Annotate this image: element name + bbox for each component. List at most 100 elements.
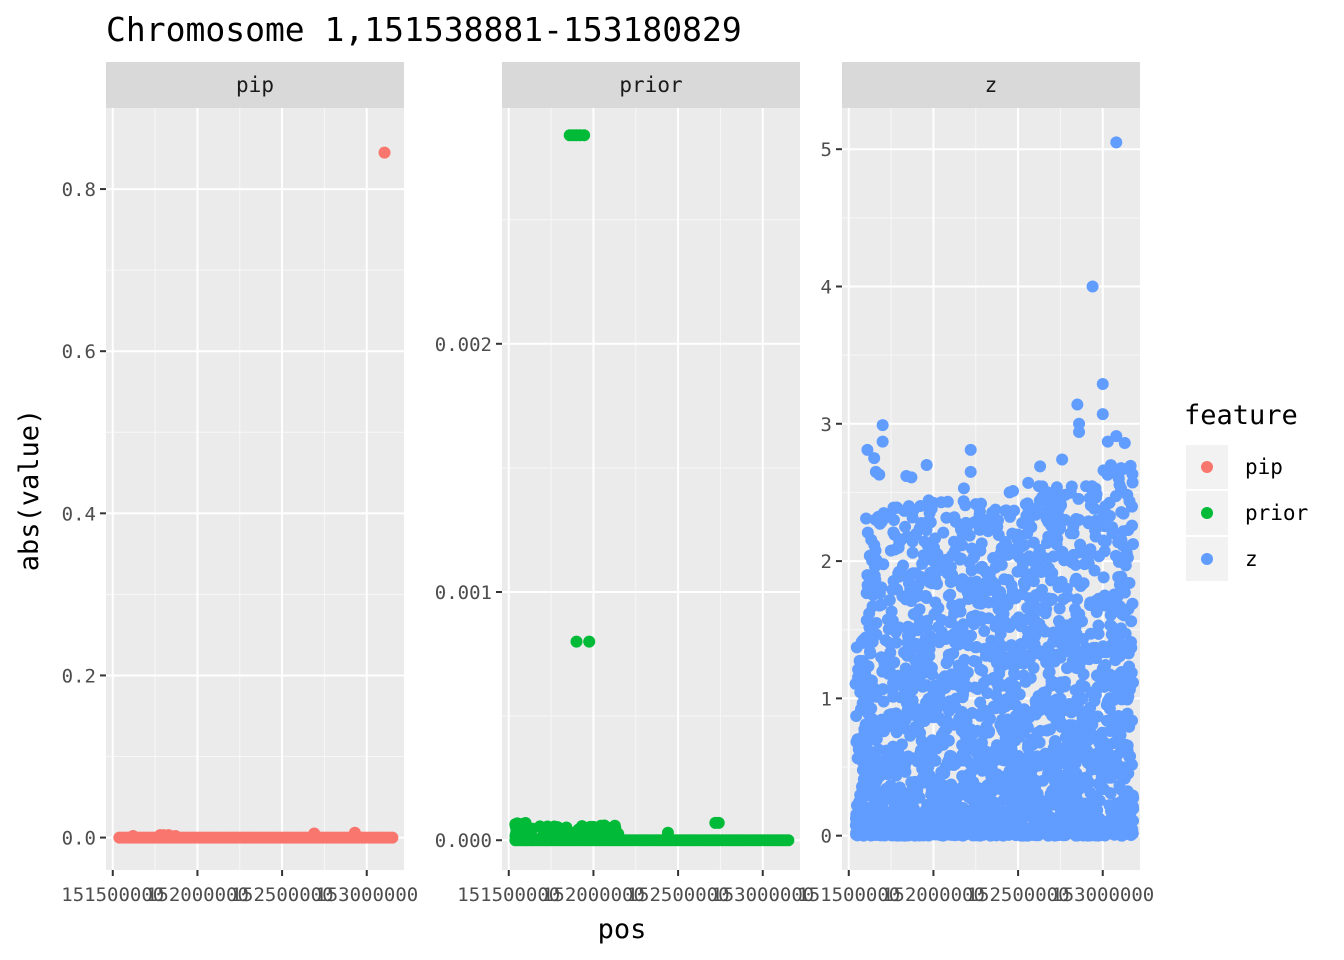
- data-point: [1002, 743, 1015, 756]
- data-point: [969, 609, 982, 622]
- data-point: [1023, 550, 1036, 563]
- data-point: [974, 597, 987, 610]
- data-point: [930, 700, 943, 713]
- data-point: [986, 507, 999, 520]
- data-point: [927, 577, 940, 590]
- data-point: [1044, 723, 1057, 736]
- data-point: [968, 681, 981, 694]
- data-point: [961, 666, 974, 679]
- data-point: [914, 747, 927, 760]
- data-point: [891, 786, 904, 799]
- data-point: [883, 719, 896, 732]
- data-point: [866, 712, 879, 725]
- data-point: [907, 608, 920, 621]
- panel-pip: pip 0.0 0.2 0.4 0.6 0.8 1515000001520000001525…: [61, 62, 418, 906]
- data-point: [959, 499, 972, 512]
- data-point: [956, 814, 969, 827]
- data-point: [1064, 726, 1077, 739]
- data-point: [1041, 819, 1054, 832]
- data-point: [973, 499, 986, 512]
- data-point: [935, 614, 948, 627]
- data-point: [979, 649, 992, 662]
- data-point: [550, 823, 563, 836]
- data-point: [946, 573, 959, 586]
- y-tick-label: 0.8: [62, 179, 96, 201]
- data-point: [929, 754, 942, 767]
- data-point: [974, 696, 987, 709]
- data-point: [1003, 510, 1016, 523]
- data-point: [1066, 617, 1079, 630]
- data-point: [1109, 654, 1122, 667]
- data-point: [1022, 476, 1035, 489]
- data-point: [1071, 593, 1084, 606]
- data-point: [996, 722, 1009, 735]
- data-point: [1042, 530, 1055, 543]
- data-point: [908, 829, 921, 842]
- data-point: [1062, 635, 1075, 648]
- data-point: [1075, 654, 1088, 667]
- data-point: [976, 810, 989, 823]
- data-point: [348, 826, 361, 839]
- data-point: [1055, 720, 1068, 733]
- data-point: [923, 643, 936, 656]
- data-point: [916, 653, 929, 666]
- data-point: [1051, 753, 1064, 766]
- data-point: [941, 714, 954, 727]
- data-point: [1125, 714, 1138, 727]
- data-point: [661, 826, 674, 839]
- data-point: [944, 614, 957, 627]
- data-point: [1031, 726, 1044, 739]
- x-tick-label: 153000000: [711, 884, 814, 906]
- data-point: [933, 636, 946, 649]
- data-point: [1100, 714, 1113, 727]
- data-point: [994, 828, 1007, 841]
- data-point: [1092, 627, 1105, 640]
- data-point: [863, 645, 876, 658]
- data-point: [712, 816, 725, 829]
- data-point: [970, 655, 983, 668]
- data-point: [1031, 817, 1044, 830]
- data-point: [1050, 513, 1063, 526]
- y-tick-label: 3: [821, 414, 832, 436]
- data-point: [874, 812, 887, 825]
- data-point: [889, 815, 902, 828]
- data-point: [1117, 525, 1130, 538]
- data-point: [920, 458, 933, 471]
- data-point: [1109, 490, 1122, 503]
- data-point: [978, 625, 991, 638]
- data-point: [1008, 667, 1021, 680]
- data-point: [862, 702, 875, 715]
- data-point: [1017, 718, 1030, 731]
- data-point: [1018, 539, 1031, 552]
- legend-label-prior: prior: [1245, 501, 1308, 525]
- data-point: [1115, 666, 1128, 679]
- data-point: [893, 621, 906, 634]
- data-point: [1029, 565, 1042, 578]
- data-point: [931, 548, 944, 561]
- data-point: [1036, 583, 1049, 596]
- data-point: [1064, 781, 1077, 794]
- data-point: [876, 435, 889, 448]
- data-point: [1059, 675, 1072, 688]
- data-point: [1006, 589, 1019, 602]
- data-point: [1100, 645, 1113, 658]
- data-point: [961, 586, 974, 599]
- data-point: [1034, 460, 1047, 473]
- data-point: [1101, 435, 1114, 448]
- data-point: [906, 782, 919, 795]
- data-point: [1113, 727, 1126, 740]
- data-point: [887, 514, 900, 527]
- data-point: [1040, 748, 1053, 761]
- data-point: [1122, 690, 1135, 703]
- data-point: [1114, 715, 1127, 728]
- data-point: [1007, 723, 1020, 736]
- legend-label-pip: pip: [1245, 455, 1283, 479]
- data-point: [1126, 519, 1139, 532]
- data-point: [959, 825, 972, 838]
- data-point: [986, 807, 999, 820]
- data-point: [899, 662, 912, 675]
- data-point: [1066, 550, 1079, 563]
- data-point: [993, 750, 1006, 763]
- y-tick-label: 0.002: [435, 334, 492, 356]
- data-point: [876, 419, 889, 432]
